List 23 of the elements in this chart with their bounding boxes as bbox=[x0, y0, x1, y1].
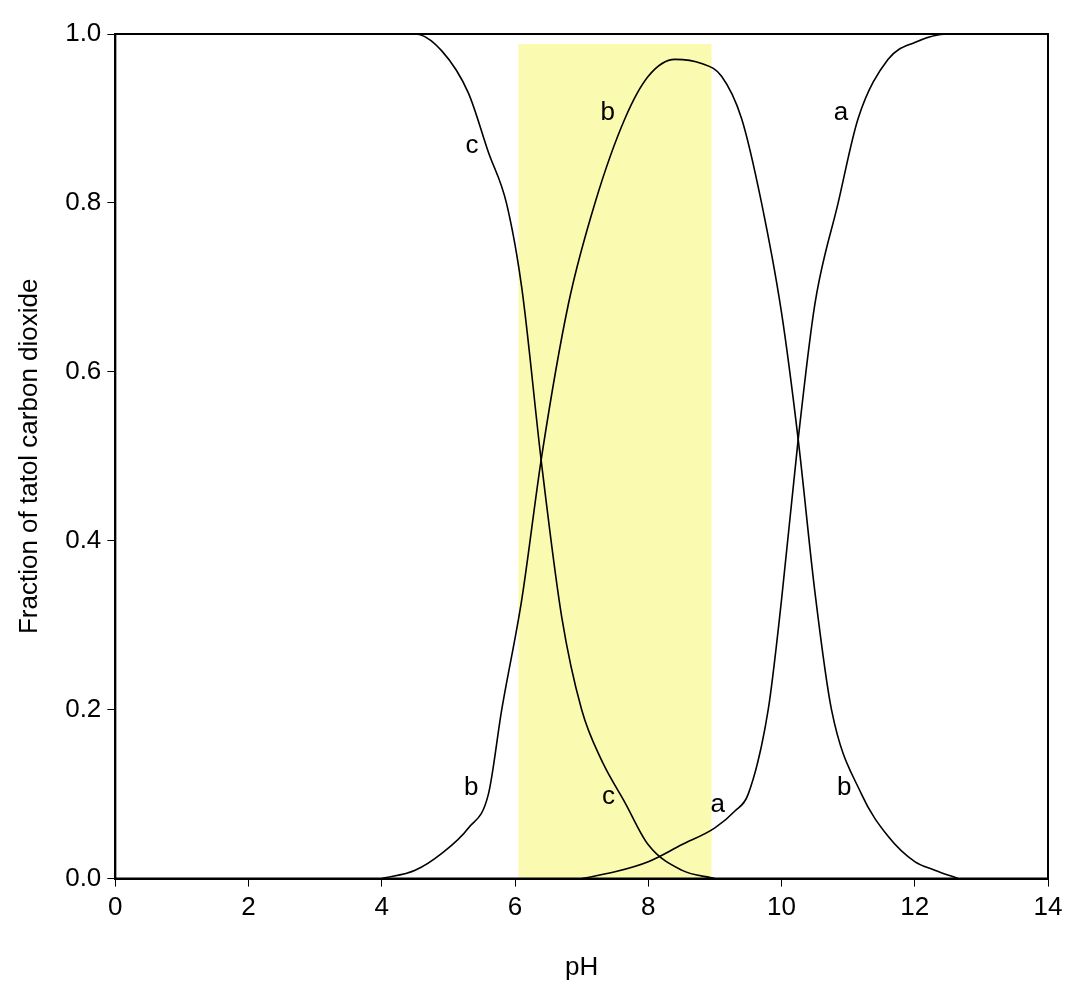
y-tick-label: 0.8 bbox=[65, 186, 102, 217]
y-tick-label: 0.2 bbox=[65, 692, 102, 723]
annotation: b bbox=[837, 771, 852, 802]
annotation: b bbox=[600, 95, 615, 126]
annotation: a bbox=[833, 95, 849, 126]
y-axis-title: Fraction of tatol carbon dioxide bbox=[12, 278, 43, 635]
annotation: c bbox=[465, 129, 479, 160]
annotation: b bbox=[463, 771, 479, 802]
y-tick-label: 0.6 bbox=[65, 355, 102, 386]
x-tick-label: 4 bbox=[374, 891, 390, 922]
x-tick-label: 14 bbox=[1033, 891, 1063, 922]
x-axis-title: pH bbox=[565, 950, 599, 981]
y-tick-label: 0.4 bbox=[65, 523, 102, 554]
x-tick-label: 12 bbox=[900, 891, 930, 922]
y-tick-label: 0.0 bbox=[65, 861, 102, 892]
annotation: c bbox=[601, 779, 615, 810]
x-tick-label: 0 bbox=[108, 891, 123, 922]
annotation: a bbox=[710, 788, 726, 819]
x-tick-label: 6 bbox=[507, 891, 523, 922]
x-tick-label: 10 bbox=[767, 891, 796, 922]
y-tick-label: 1.0 bbox=[65, 17, 102, 48]
x-tick-label: 8 bbox=[641, 891, 656, 922]
x-tick-label: 2 bbox=[241, 891, 256, 922]
